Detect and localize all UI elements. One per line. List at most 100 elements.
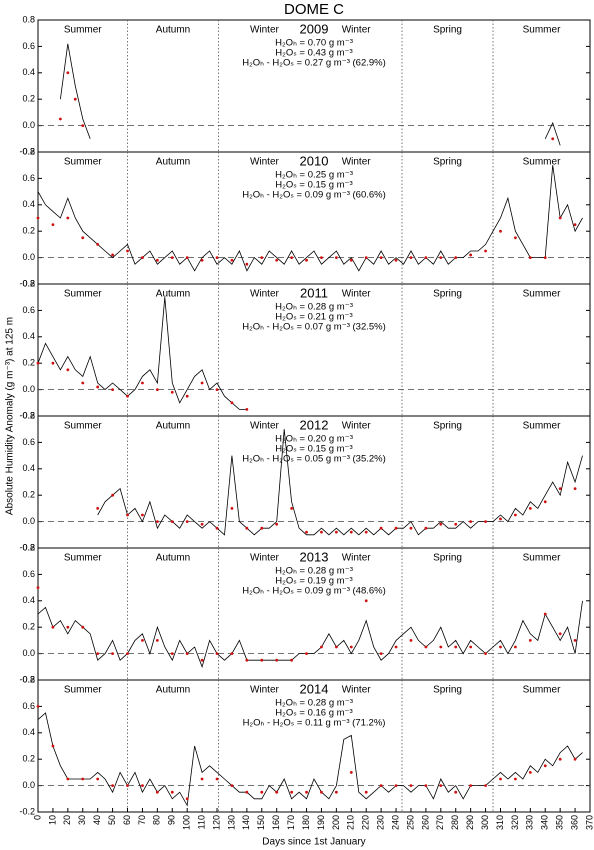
humidity-point: [245, 262, 249, 266]
humidity-point: [36, 705, 40, 708]
y-tick-label: 0.6: [22, 41, 35, 51]
annotation: H₂Oₕ - H₂Oₛ = 0.11 g m⁻³ (71.2%): [243, 718, 386, 729]
humidity-point: [320, 790, 323, 794]
humidity-point: [514, 236, 517, 240]
humidity-point: [290, 256, 294, 259]
humidity-point: [73, 97, 77, 101]
humidity-point: [141, 784, 144, 787]
humidity-point: [334, 790, 338, 794]
humidity-point: [543, 500, 547, 504]
humidity-point: [141, 513, 144, 517]
humidity-point: [558, 216, 562, 220]
y-tick-label: 0.0: [22, 780, 35, 790]
humidity-point: [573, 639, 577, 642]
y-tick-label: 0.8: [22, 410, 35, 420]
humidity-point: [424, 784, 428, 787]
humidity-point: [215, 777, 219, 781]
humidity-point: [111, 493, 114, 497]
y-tick-label: 0.4: [22, 463, 35, 473]
humidity-line: [60, 43, 561, 146]
annotation: H₂Oₛ = 0.43 g m⁻³: [275, 48, 352, 59]
humidity-point: [230, 401, 234, 405]
humidity-point: [469, 784, 473, 787]
annotation: H₂Oₛ = 0.16 g m⁻³: [275, 708, 352, 719]
annotation: H₂Oₕ = 0.20 g m⁻³: [275, 434, 353, 445]
humidity-point: [349, 530, 353, 534]
humidity-point: [96, 507, 100, 510]
x-tick-label: 200: [331, 815, 341, 830]
humidity-point: [66, 777, 70, 781]
humidity-point: [81, 777, 85, 781]
season-label: Autumn: [156, 289, 190, 300]
humidity-point: [155, 520, 159, 523]
y-tick-label: 0.2: [22, 490, 35, 500]
season-label: Spring: [433, 421, 462, 432]
humidity-point: [290, 658, 294, 662]
humidity-point: [551, 137, 555, 141]
y-tick-label: 0.4: [22, 331, 35, 341]
humidity-point: [200, 658, 204, 662]
y-tick-label: 0.0: [22, 648, 35, 658]
humidity-point: [558, 632, 562, 636]
humidity-point: [454, 256, 458, 259]
season-label: Winter: [342, 421, 372, 432]
humidity-point: [334, 645, 338, 649]
x-tick-label: 0: [32, 815, 42, 820]
humidity-point: [394, 784, 398, 787]
humidity-point: [275, 522, 279, 526]
humidity-point: [543, 764, 547, 768]
humidity-point: [424, 645, 428, 649]
season-label: Autumn: [156, 25, 190, 36]
humidity-point: [573, 487, 577, 490]
panel-title: 2014: [300, 681, 329, 696]
x-tick-label: 50: [107, 815, 117, 825]
humidity-point: [364, 790, 368, 794]
humidity-point: [170, 390, 174, 394]
humidity-point: [409, 784, 413, 787]
x-tick-label: 350: [555, 815, 565, 830]
humidity-point: [454, 645, 458, 649]
humidity-point: [111, 388, 114, 391]
y-axis-label: Absolute Humidity Anomaly (g m⁻³) at 125…: [5, 317, 16, 515]
humidity-point: [514, 645, 517, 649]
humidity-point: [320, 645, 323, 649]
humidity-point: [528, 639, 532, 642]
annotation: H₂Oₕ = 0.28 g m⁻³: [275, 566, 353, 577]
humidity-point: [394, 645, 398, 649]
humidity-point: [185, 520, 189, 523]
annotation: H₂Oₕ - H₂Oₛ = 0.09 g m⁻³ (60.6%): [242, 190, 386, 201]
season-label: Summer: [523, 25, 561, 36]
humidity-point: [81, 625, 85, 629]
humidity-point: [66, 625, 70, 629]
annotation: H₂Oₕ - H₂Oₛ = 0.05 g m⁻³ (35.2%): [242, 454, 386, 465]
x-tick-label: 360: [569, 815, 579, 830]
season-label: Autumn: [156, 685, 190, 696]
humidity-point: [260, 256, 264, 259]
x-tick-label: 290: [465, 815, 475, 830]
humidity-point: [245, 658, 249, 662]
humidity-point: [349, 258, 353, 262]
panel-title: 2011: [300, 285, 328, 300]
humidity-point: [141, 256, 144, 259]
humidity-point: [514, 513, 517, 517]
humidity-point: [439, 784, 443, 787]
humidity-point: [155, 388, 159, 391]
x-tick-label: 70: [137, 815, 147, 825]
y-tick-label: -0.2: [19, 806, 35, 816]
x-tick-label: 310: [495, 815, 505, 830]
humidity-line: [97, 429, 583, 536]
y-tick-label: 0.0: [22, 120, 35, 130]
humidity-point: [349, 771, 353, 774]
humidity-point: [200, 777, 204, 781]
x-tick-label: 170: [286, 815, 296, 830]
humidity-point: [230, 507, 234, 510]
humidity-point: [96, 385, 100, 389]
x-tick-label: 30: [77, 815, 87, 825]
humidity-point: [96, 652, 100, 655]
humidity-point: [230, 784, 234, 787]
humidity-point: [200, 381, 204, 385]
season-label: Spring: [433, 157, 462, 168]
humidity-point: [126, 394, 129, 398]
panel-title: 2009: [300, 21, 329, 36]
